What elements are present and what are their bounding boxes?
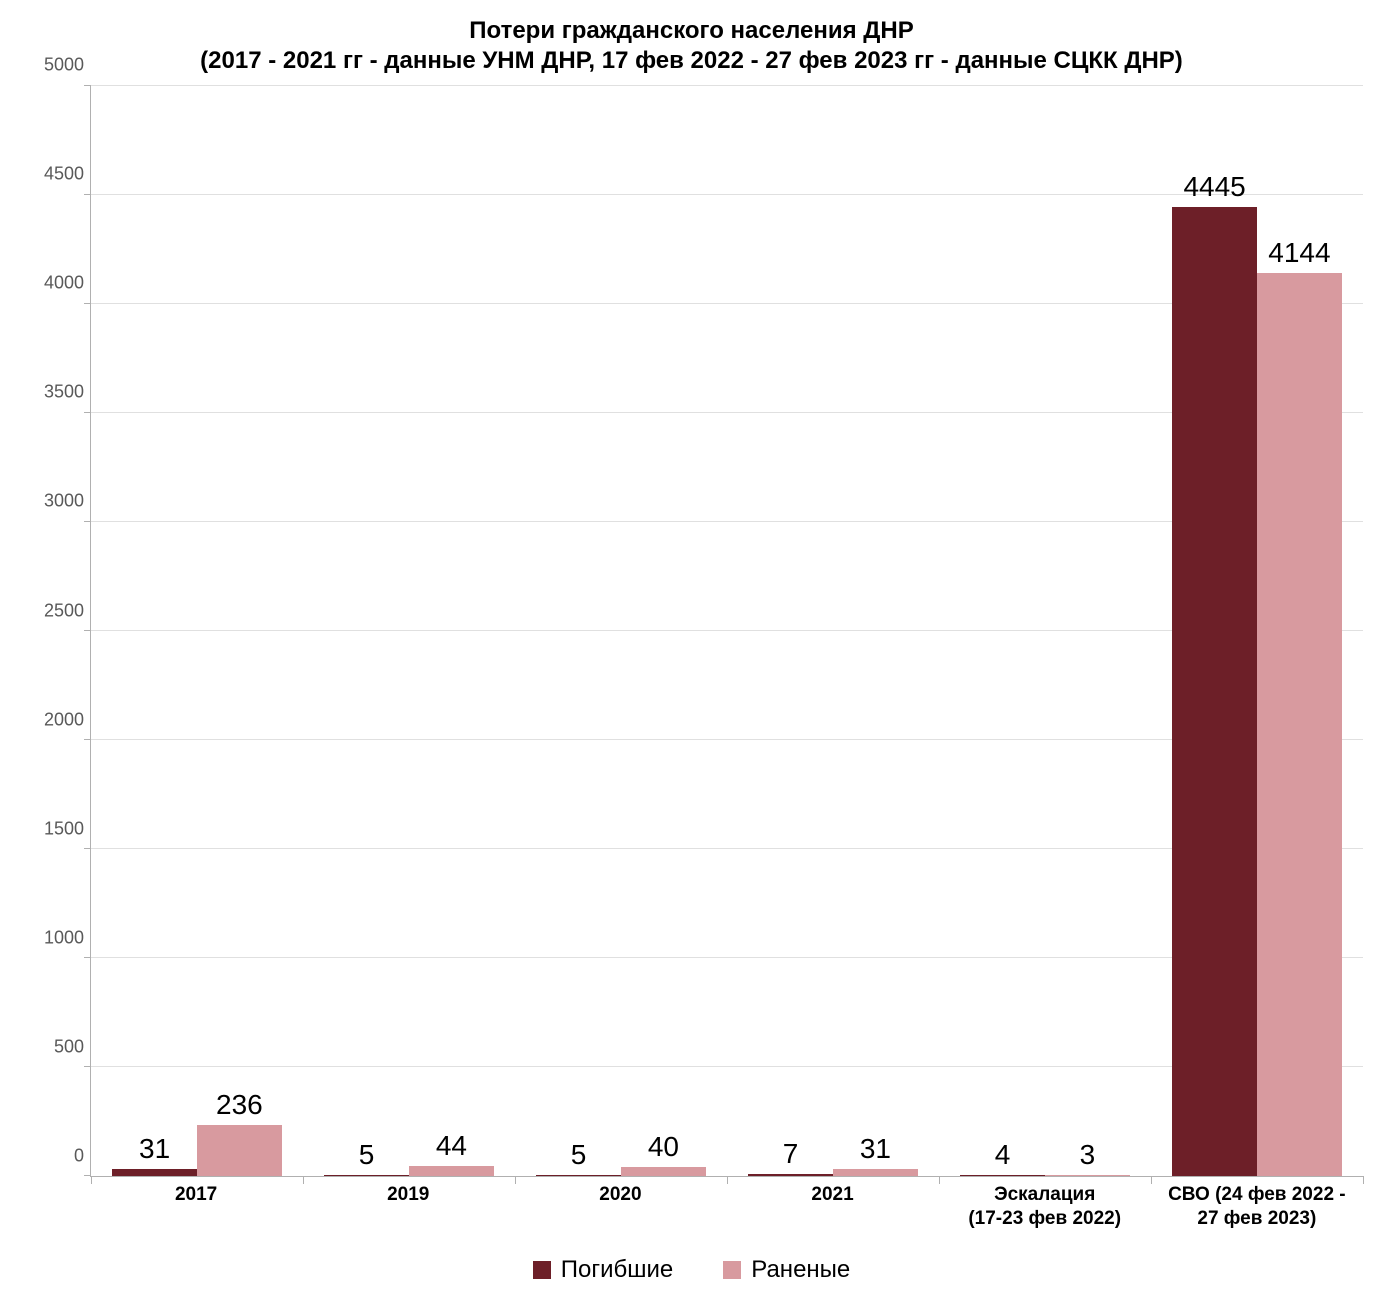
chart-title: Потери гражданского населения ДНР(2017 -…: [20, 16, 1363, 76]
x-category: Эскалация (17-23 фев 2022): [939, 1177, 1151, 1247]
y-tick-mark: [84, 412, 91, 413]
value-label: 5: [571, 1139, 587, 1171]
value-label: 40: [648, 1131, 679, 1163]
gridline: [91, 85, 1363, 86]
gridline: [91, 194, 1363, 195]
bar-раненые: [409, 1166, 494, 1176]
y-tick-mark: [84, 848, 91, 849]
x-axis-labels: 2017201920202021Эскалация (17-23 фев 202…: [20, 1177, 1363, 1247]
y-tick-mark: [84, 303, 91, 304]
bar-погибшие: [112, 1169, 197, 1176]
x-category: СВО (24 фев 2022 - 27 фев 2023): [1151, 1177, 1363, 1247]
chart-container: Потери гражданского населения ДНР(2017 -…: [0, 0, 1383, 1303]
y-tick-mark: [84, 85, 91, 86]
chart-title-line1: Потери гражданского населения ДНР: [20, 16, 1363, 46]
y-tick-label: 3500: [44, 382, 84, 403]
plot-area: 31 236 5 44 5 40 7 31 4 3 4445 4144: [90, 86, 1363, 1177]
x-category-label: 2021: [726, 1183, 938, 1207]
bar-раненые: [621, 1167, 706, 1176]
y-tick-mark: [84, 194, 91, 195]
bar-погибшие: [536, 1175, 621, 1176]
y-tick-label: 5000: [44, 55, 84, 76]
legend-swatch: [533, 1261, 551, 1279]
bar-раненые: [833, 1169, 918, 1176]
y-tick-label: 4500: [44, 164, 84, 185]
y-tick-label: 2000: [44, 709, 84, 730]
x-tick-mark: [1363, 1176, 1364, 1184]
y-tick-label: 2500: [44, 600, 84, 621]
y-tick-mark: [84, 957, 91, 958]
bar-раненые: [197, 1125, 282, 1176]
y-tick-mark: [84, 1175, 91, 1176]
x-category-label: 2017: [90, 1183, 302, 1207]
legend-item: Раненые: [723, 1247, 850, 1293]
value-label: 31: [860, 1133, 891, 1165]
value-label: 31: [139, 1133, 170, 1165]
y-tick-label: 3000: [44, 491, 84, 512]
legend-swatch: [723, 1261, 741, 1279]
y-tick-label: 1500: [44, 818, 84, 839]
value-label: 4144: [1268, 237, 1330, 269]
y-tick-label: 1000: [44, 927, 84, 948]
bar-раненые: [1257, 273, 1342, 1176]
chart-title-line2: (2017 - 2021 гг - данные УНМ ДНР, 17 фев…: [20, 46, 1363, 76]
y-tick-mark: [84, 739, 91, 740]
value-label: 3: [1080, 1139, 1096, 1171]
bar-погибшие: [1172, 207, 1257, 1176]
y-tick-mark: [84, 1066, 91, 1067]
x-category: 2017: [90, 1177, 302, 1247]
y-tick-label: 0: [74, 1146, 84, 1167]
bar-погибшие: [748, 1174, 833, 1176]
legend-label: Погибшие: [561, 1247, 674, 1293]
x-category-label: Эскалация (17-23 фев 2022): [939, 1183, 1151, 1231]
bar-погибшие: [324, 1175, 409, 1176]
bar-погибшие: [960, 1175, 1045, 1176]
x-category-label: 2019: [302, 1183, 514, 1207]
value-label: 4445: [1183, 171, 1245, 203]
legend: Погибшие Раненые: [20, 1247, 1363, 1293]
x-category-label: 2020: [514, 1183, 726, 1207]
value-label: 236: [216, 1089, 263, 1121]
x-category-label: СВО (24 фев 2022 - 27 фев 2023): [1151, 1183, 1363, 1231]
value-label: 44: [436, 1130, 467, 1162]
x-category: 2019: [302, 1177, 514, 1247]
y-tick-mark: [84, 630, 91, 631]
legend-item: Погибшие: [533, 1247, 674, 1293]
value-label: 5: [359, 1139, 375, 1171]
y-tick-label: 4000: [44, 273, 84, 294]
y-axis: 0500100015002000250030003500400045005000: [20, 86, 90, 1177]
value-label: 7: [783, 1138, 799, 1170]
y-tick-mark: [84, 521, 91, 522]
y-tick-label: 500: [54, 1036, 84, 1057]
plot-row: 0500100015002000250030003500400045005000…: [20, 86, 1363, 1177]
x-category: 2020: [514, 1177, 726, 1247]
value-label: 4: [995, 1139, 1011, 1171]
legend-label: Раненые: [751, 1247, 850, 1293]
x-category: 2021: [726, 1177, 938, 1247]
bar-раненые: [1045, 1175, 1130, 1176]
